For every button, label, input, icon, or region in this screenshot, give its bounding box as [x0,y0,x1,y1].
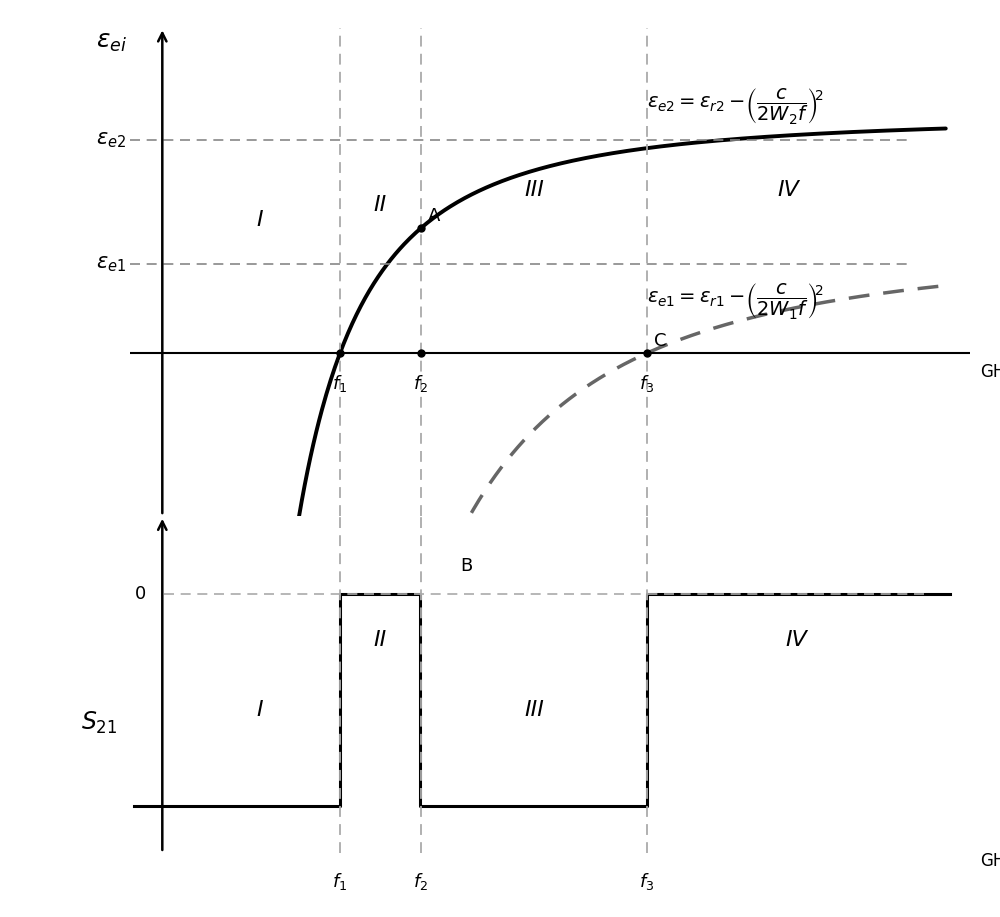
Text: $\varepsilon_{e2}=\varepsilon_{r2}-\!\left(\dfrac{c}{2W_2 f}\right)^{\!\!2}$: $\varepsilon_{e2}=\varepsilon_{r2}-\!\le… [647,85,823,126]
Text: IV: IV [785,630,807,650]
Text: $f_3$: $f_3$ [639,871,655,892]
Text: $f_1$: $f_1$ [332,373,348,394]
Text: B: B [460,557,473,575]
Text: 0: 0 [135,585,146,602]
Text: IV: IV [777,181,799,200]
Text: II: II [374,195,387,215]
Text: $\varepsilon_{e2}$: $\varepsilon_{e2}$ [96,130,126,150]
Text: $f_2$: $f_2$ [413,871,428,892]
Text: $f_2$: $f_2$ [413,373,428,394]
Text: $f_3$: $f_3$ [639,373,655,394]
Text: A: A [428,207,440,226]
Text: III: III [524,181,544,200]
Text: I: I [256,701,263,720]
Text: C: C [654,332,667,350]
Text: GHz: GHz [980,363,1000,381]
Text: $f_1$: $f_1$ [332,871,348,892]
Text: $\varepsilon_{ei}$: $\varepsilon_{ei}$ [96,30,127,54]
Text: III: III [524,701,544,720]
Text: II: II [374,630,387,650]
Text: GHz: GHz [980,852,1000,869]
Text: $\varepsilon_{e1}$: $\varepsilon_{e1}$ [96,254,126,274]
Text: $S_{21}$: $S_{21}$ [81,710,118,736]
Text: I: I [256,210,263,230]
Text: $\varepsilon_{e1}=\varepsilon_{r1}-\!\left(\dfrac{c}{2W_1 f}\right)^{\!\!2}$: $\varepsilon_{e1}=\varepsilon_{r1}-\!\le… [647,281,823,321]
